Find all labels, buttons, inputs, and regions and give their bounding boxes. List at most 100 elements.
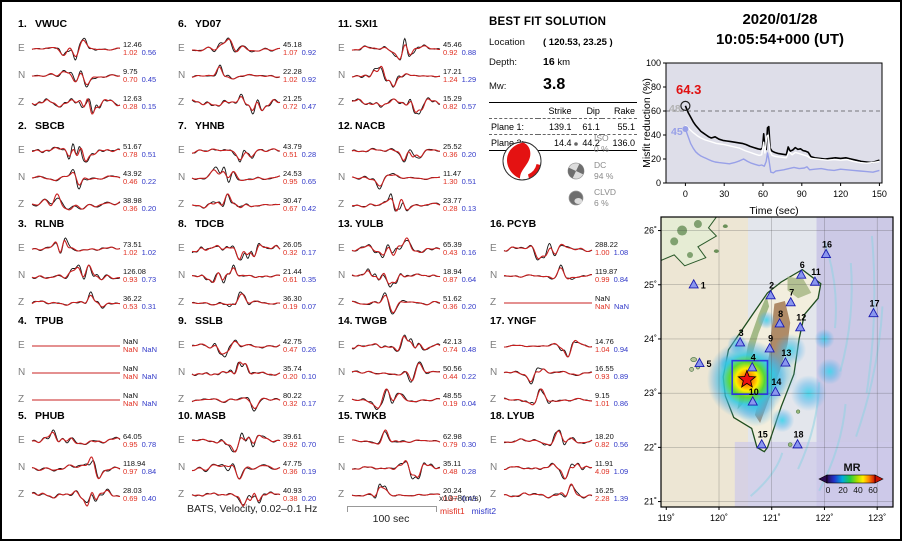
misfit2-value: 0.86 [613,398,629,408]
station-header: 7. YHNB [178,120,330,134]
map-station-9: 9 [764,334,775,353]
component-row-E: E 14.76 1.04 0.94 [490,332,642,359]
misfit2-value: 1.02 [141,247,157,257]
component-row-E: E 42.13 0.74 0.48 [338,332,490,359]
amplitude-value: 45.46 [443,39,462,49]
misfit1-value: 1.01 [595,398,610,408]
map-lat-label: 25˚ [644,280,657,290]
misfit2-value: 0.51 [141,149,157,159]
station-name: TWKB [355,410,387,422]
station-block-YHNB: 7. YHNB E 43.79 0.51 0.28 N 24.53 0.95 0.65 Z 30.47… [178,120,330,218]
station-header: 8. TDCB [178,218,330,232]
grid-search-box [731,359,769,396]
waveform-plot [351,387,441,410]
misfit-values: 36.22 0.53 0.31 [123,293,169,311]
amplitude-value: 51.62 [443,293,462,303]
misfit1-value: NaN [123,371,139,381]
component-label: Z [178,394,185,405]
misfit-values: 9.75 0.70 0.45 [123,67,169,84]
amplitude-value: 12.63 [123,93,142,103]
component-row-N: N 35.74 0.20 0.10 [178,359,330,386]
amplitude-value: 36.22 [123,293,142,303]
component-label: Z [490,489,497,500]
station-number: 2. [18,120,27,132]
component-label: E [178,145,185,156]
component-row-E: E 45.46 0.92 0.88 [338,35,490,62]
waveform-plot [503,387,593,405]
amplitude-value: 20.24 [443,485,462,495]
misfit2-value: 0.73 [141,274,157,284]
y-tick-label: 40 [651,130,661,140]
station-number: 9. [178,315,187,327]
series-alternative-blue [684,128,880,174]
station-number: 8. [178,218,187,230]
component-label: N [178,172,186,183]
component-row-Z: Z 40.93 0.38 0.20 [178,481,330,508]
amplitude-value: 18.94 [443,266,462,276]
map-station-3: 3 [734,328,746,347]
component-row-N: N 22.28 1.02 0.92 [178,62,330,89]
amplitude-value: 43.79 [283,141,302,151]
component-row-E: E 65.39 0.43 0.16 [338,235,490,262]
misfit2-value: 0.15 [141,101,157,111]
amplitude-value: 24.53 [283,168,302,178]
component-label: E [490,243,497,254]
station-map-number: 3 [739,328,744,338]
waveform-plot [191,93,281,115]
misfit-values: 24.53 0.95 0.65 [283,168,329,186]
component-label: N [178,462,186,473]
station-number: 14. [338,315,353,327]
component-label: N [490,367,498,378]
component-label: Z [338,97,345,108]
misfit2-value: NaN [142,398,158,408]
waveform-plot [192,147,281,163]
misfit-values: 39.61 0.92 0.70 [283,432,329,449]
station-number: 10. [178,410,193,422]
station-map-number: 13 [781,348,791,358]
component-label: E [18,243,25,254]
misfit-values: 48.55 0.19 0.04 [443,391,489,408]
moment-decomposition: ISO 0 % DC 94 % [565,130,647,211]
amplitude-value: 40.93 [283,485,302,495]
decomp-dc: DC 94 % [565,157,647,184]
misfit-values: 16.25 2.28 1.39 [595,486,641,503]
map-station-2: 2 [765,281,776,300]
waveform-plot [503,242,593,261]
station-number: 3. [18,218,27,230]
station-name: YNGF [507,315,537,327]
amplitude-value: 21.44 [283,266,302,276]
component-row-N: N NaN NaN NaN [18,359,170,386]
misfit-values: 18.94 0.87 0.64 [443,266,489,284]
component-label: N [490,270,498,281]
amplitude-value: 118.94 [123,458,146,468]
y-tick-label: 0 [656,178,661,188]
waveform-plot [192,263,281,283]
waveform-plot [31,192,121,210]
waveform-plot [351,482,441,499]
misfit2-value: 0.20 [301,493,317,503]
station-triangle-icon [688,278,699,289]
component-label: Z [338,394,345,405]
misfit-values: 12.63 0.28 0.15 [123,93,169,111]
depth-row: Depth: 16 km [489,56,647,68]
amplitude-value: 43.92 [123,168,142,178]
figure-caption: BATS, Velocity, 0.02–0.1 Hz [187,503,318,515]
misfit-values: 42.75 0.47 0.26 [283,337,329,354]
misfit2-value: 0.70 [301,439,317,449]
station-triangle-icon [734,336,746,347]
station-map-number: 14 [771,377,781,387]
focal-mechanism-beachball [502,141,542,181]
waveform-plot [32,398,120,401]
y-tick-label: 100 [646,58,661,68]
waveform-plot [32,371,120,374]
event-date: 2020/01/28 [742,11,818,28]
mw-value: 3.8 [543,76,566,93]
component-row-E: E 43.79 0.51 0.28 [178,137,330,164]
colorbar-tick-label: 40 [853,485,863,495]
misfit2-value: 0.13 [461,203,477,213]
station-block-TWGB: 14. TWGB E 42.13 0.74 0.48 N 50.56 0.44 0.22 Z 48.5… [338,315,490,413]
waveform-plot [351,267,441,287]
map-lon-label: 119˚ [658,513,675,523]
station-name: VWUC [35,18,68,30]
misfit2-value: 0.20 [141,203,157,213]
